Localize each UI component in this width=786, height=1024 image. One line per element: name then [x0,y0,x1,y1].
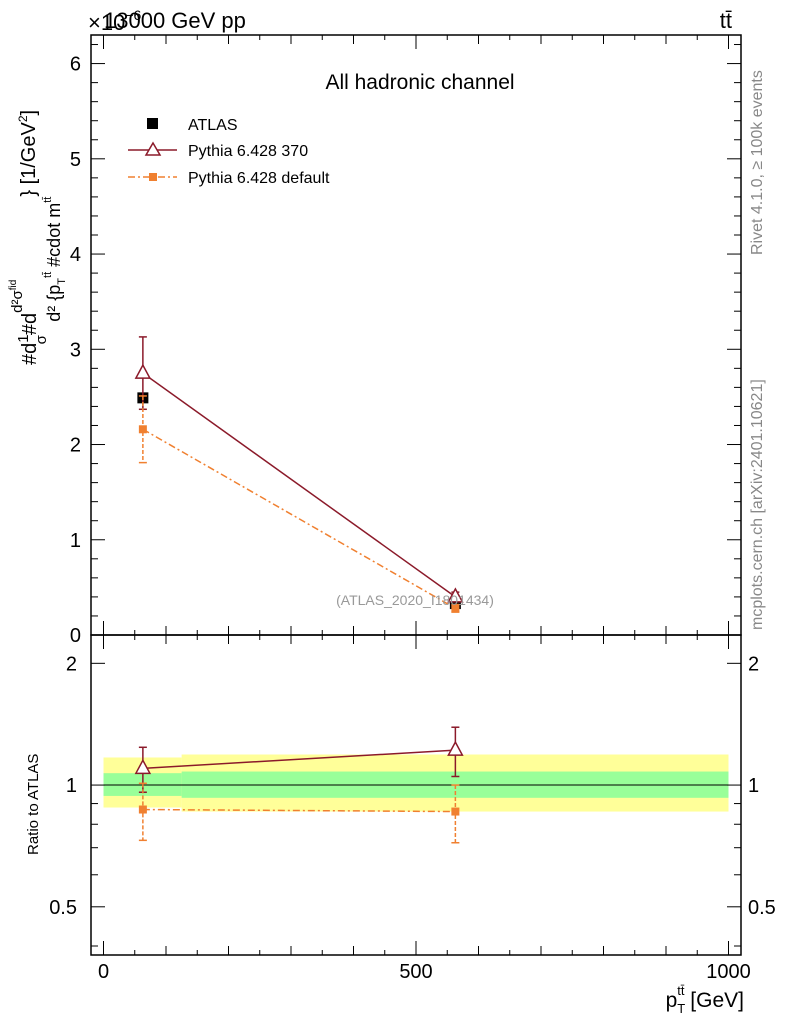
ratio-line-pythia-6-428-370 [142,749,456,770]
ratio-y-tick-label-right: 2 [748,653,759,675]
main-y-tick-label: 2 [70,435,81,457]
legend-label-atlas: ATLAS [188,117,238,134]
analysis-watermark: (ATLAS_2020_I1801434) [336,592,494,608]
rivet-version-label: Rivet 4.1.0, ≥ 100k events [749,70,766,255]
ratio-axis-ticks: 0.5 0.5 1 1 2 2 0 500 1000 [49,635,776,983]
ratio-y-tick-label-right: 1 [748,775,759,797]
main-y-axis-label: #d1σ#dd²σfid d² {pTtt̄ #cdot mtt̄} [1/GeV… [8,110,68,365]
main-axis-ticks: 0 1 2 3 4 5 6 [70,35,741,647]
exponent-label: ×10−6 [88,7,142,35]
main-series-lines [142,372,456,609]
ratio-y-axis-label: Ratio to ATLAS [25,754,42,855]
main-point-pythia-6-428-default [138,425,147,434]
main-point-pythia-6-428-370 [134,363,152,379]
ratio-point-pythia-6-428-default [138,805,147,814]
legend-label-pythia-default: Pythia 6.428 default [188,170,330,187]
main-y-tick-label: 0 [70,625,81,647]
ratio-series-markers [134,726,464,844]
main-line-pythia-6-428-370 [142,372,456,598]
main-y-tick-label: 3 [70,339,81,361]
ratio-uncertainty-bands [103,754,729,812]
legend-marker-atlas [147,118,158,129]
x-tick-label: 1000 [706,961,751,983]
ratio-point-pythia-6-428-default [451,807,460,816]
energy-label: 13000 GeV pp [104,8,246,33]
ratio-y-tick-label: 0.5 [49,897,77,919]
mcplots-label: mcplots.cern.ch [arXiv:2401.10621] [749,379,766,630]
main-y-tick-label: 4 [70,244,81,266]
legend-marker-pythia-370 [144,141,162,156]
legend: ATLAS Pythia 6.428 370 Pythia 6.428 defa… [128,117,330,187]
main-point-atlas [449,598,461,610]
ratio-line-pythia-6-428-default [142,808,456,813]
main-y-tick-label: 5 [70,149,81,171]
main-y-tick-label: 1 [70,530,81,552]
process-label: tt̄ [720,8,732,33]
chart-title: All hadronic channel [325,71,514,94]
ratio-series-lines [142,749,456,813]
main-point-pythia-6-428-370 [447,587,464,603]
x-axis-label: pTtt̄ [GeV] [666,983,744,1016]
main-line-pythia-6-428-default [142,428,456,609]
ratio-y-tick-label-right: 0.5 [748,897,776,919]
ratio-point-pythia-6-428-370 [134,758,152,775]
ratio-y-tick-label: 2 [66,653,77,675]
ratio-y-tick-label: 1 [66,775,77,797]
legend-label-pythia-370: Pythia 6.428 370 [188,143,308,160]
legend-marker-pythia-default [149,173,157,181]
x-tick-label: 0 [98,961,109,983]
main-point-pythia-6-428-default [451,604,460,613]
main-y-tick-label: 6 [70,54,81,76]
x-tick-label: 500 [399,961,432,983]
main-series-markers [134,336,464,613]
ratio-point-pythia-6-428-370 [447,740,464,756]
